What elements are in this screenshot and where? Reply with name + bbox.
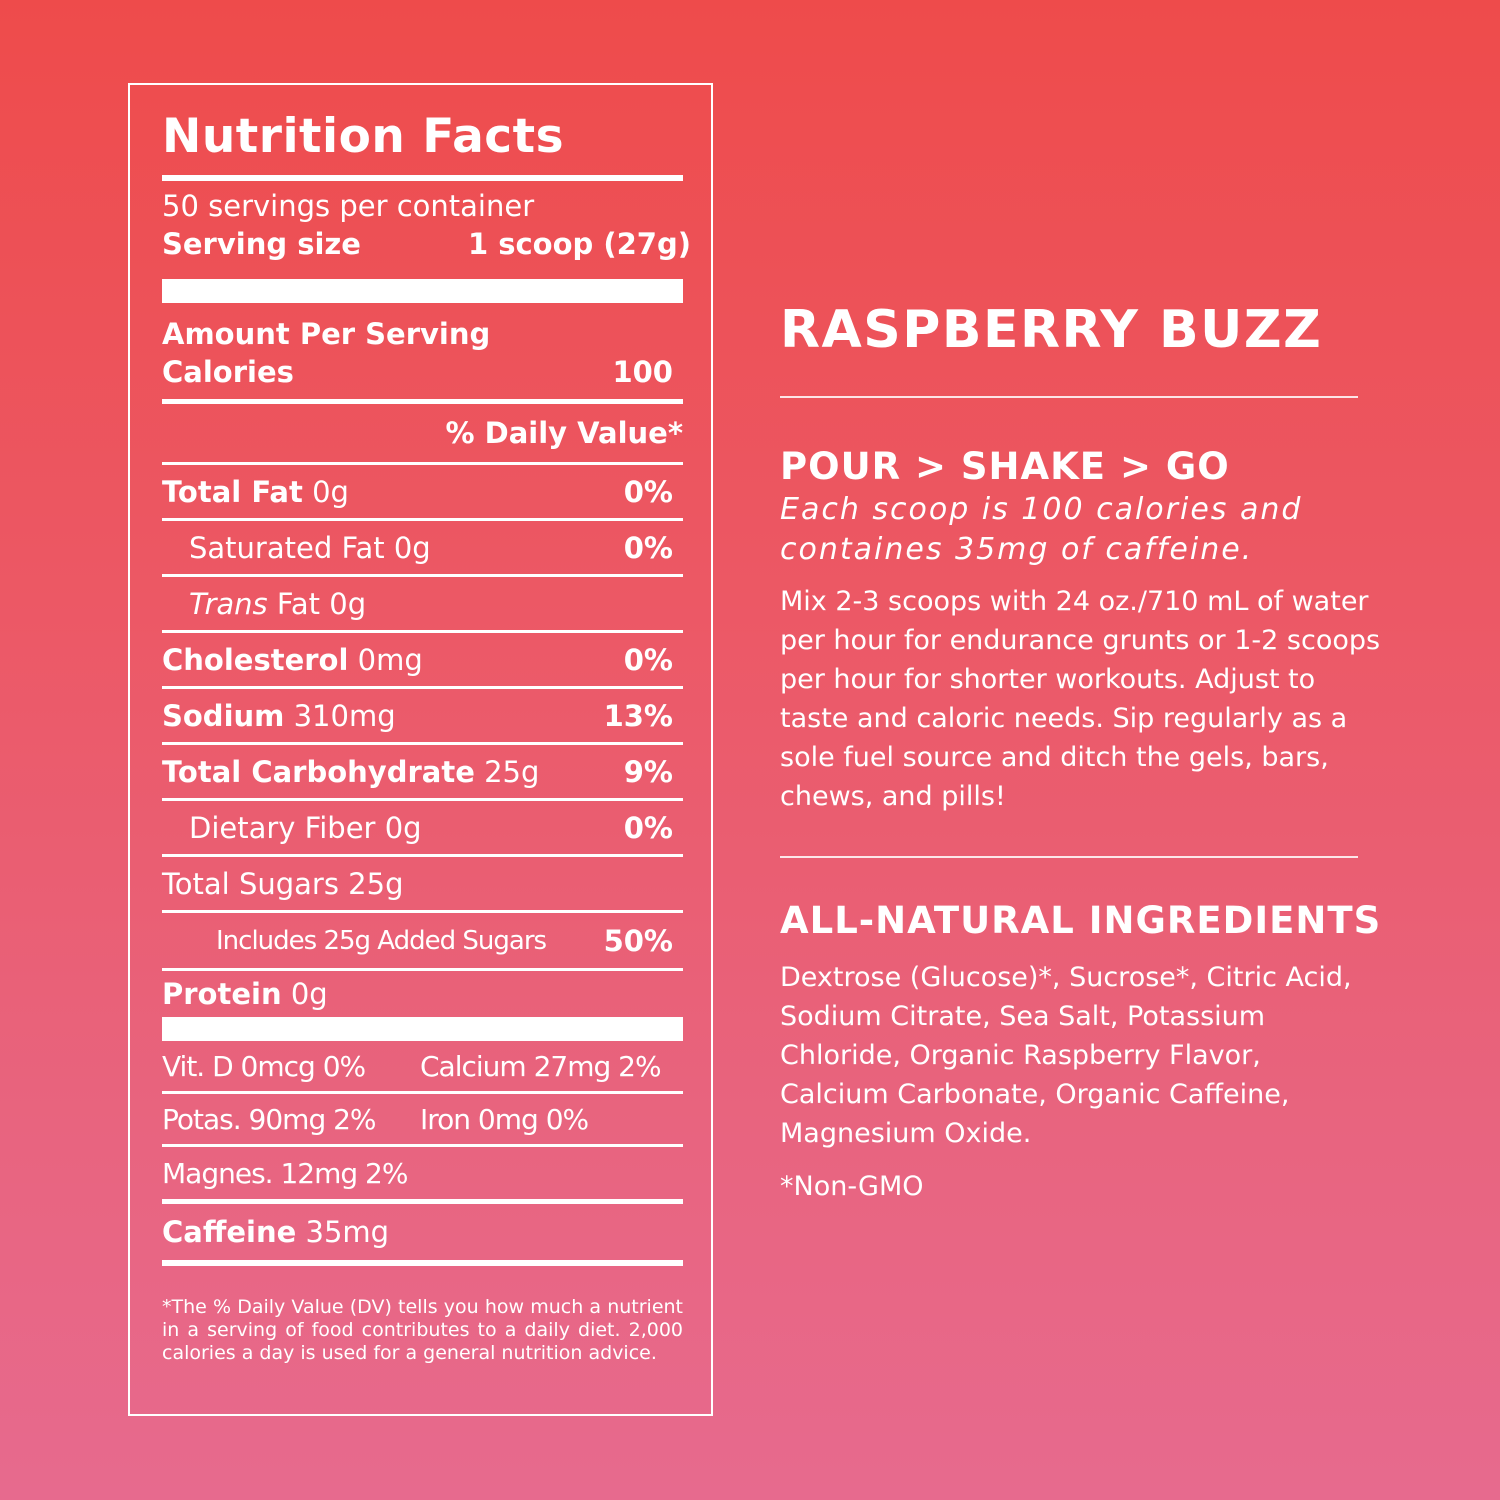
nutrition-facts-content: Nutrition Facts 50 servings per containe…	[162, 105, 691, 1365]
nutrient-amount: Saturated Fat 0g	[189, 530, 431, 565]
nutrient-name: Total Fat	[162, 474, 303, 509]
vitamin-row-1: Vit. D 0mcg 0% Calcium 27mg 2%	[162, 1041, 683, 1094]
vitamin-row-2: Potas. 90mg 2% Iron 0mg 0%	[162, 1094, 683, 1147]
thick-rule	[162, 279, 683, 303]
nutrition-facts-title: Nutrition Facts	[162, 109, 565, 164]
nutrient-row-total-sugars: Total Sugars 25g	[162, 857, 683, 913]
nutrient-amount: Dietary Fiber 0g	[189, 810, 422, 845]
nutrient-amount: 310mg	[284, 698, 396, 733]
servings-text: 50 servings per container	[162, 189, 535, 223]
non-gmo-note: *Non-GMO	[780, 1171, 924, 1202]
directions-tagline: Each scoop is 100 calories and containes…	[780, 492, 1303, 567]
nutrient-dv: 0%	[623, 810, 673, 845]
nutrient-row-sodium: Sodium 310mg 13%	[162, 689, 683, 745]
vitamin-row-3: Magnes. 12mg 2%	[162, 1147, 683, 1204]
daily-value-header: % Daily Value*	[162, 404, 683, 465]
calories-row: Calories 100	[162, 353, 683, 389]
serving-size-label: Serving size	[162, 227, 361, 261]
caffeine-value: 35mg	[296, 1215, 390, 1249]
amount-per-serving-label: Amount Per Serving	[162, 317, 491, 351]
ingredients-heading: ALL-NATURAL INGREDIENTS	[780, 899, 1382, 942]
nutrient-name: Protein	[162, 977, 282, 1011]
amount-per-serving: Amount Per Serving	[162, 315, 683, 353]
nutrient-row-trans-fat: Trans Fat 0g	[162, 577, 683, 633]
nutrient-amount: 25g	[474, 754, 540, 789]
serving-size-value: 1 scoop (27g)	[467, 227, 691, 261]
directions-body: Mix 2-3 scoops with 24 oz./710 mL of wat…	[780, 586, 1381, 812]
ingredients-body: Dextrose (Glucose)*, Sucrose*, Citric Ac…	[780, 962, 1352, 1149]
nutrient-name: Sodium	[162, 698, 285, 733]
nutrient-row-added-sugars: Includes 25g Added Sugars 50%	[162, 913, 683, 971]
nutrient-row-saturated-fat: Saturated Fat 0g 0%	[162, 521, 683, 577]
nutrient-amount: Includes 25g Added Sugars	[216, 925, 547, 956]
iron: Iron 0mg 0%	[420, 1102, 589, 1136]
product-name: RASPBERRY BUZZ	[780, 300, 1323, 360]
nutrient-amount: 0mg	[348, 642, 423, 677]
caffeine-label: Caffeine	[162, 1215, 297, 1249]
nutrient-amount: 0g	[302, 474, 349, 509]
nutrient-row-cholesterol: Cholesterol 0mg 0%	[162, 633, 683, 689]
vitamin-d: Vit. D 0mcg 0%	[162, 1049, 366, 1083]
nutrient-dv: 50%	[603, 923, 673, 958]
nutrient-row-protein: Protein 0g	[162, 971, 683, 1017]
divider	[780, 856, 1358, 858]
nutrient-amount: Fat 0g	[267, 586, 367, 621]
directions-heading: POUR > SHAKE > GO	[780, 445, 1230, 488]
nutrient-row-total-carbohydrate: Total Carbohydrate 25g 9%	[162, 745, 683, 801]
nutrient-name: Trans	[189, 586, 268, 621]
nutrient-dv: 9%	[623, 754, 673, 789]
magnesium: Magnes. 12mg 2%	[162, 1156, 408, 1190]
product-info: RASPBERRY BUZZ POUR > SHAKE > GO Each sc…	[780, 290, 1400, 1206]
potassium: Potas. 90mg 2%	[162, 1102, 377, 1136]
nutrient-row-dietary-fiber: Dietary Fiber 0g 0%	[162, 801, 683, 857]
nutrient-dv: 13%	[603, 698, 673, 733]
nutrition-facts-panel: Nutrition Facts 50 servings per containe…	[128, 83, 713, 1416]
nutrient-name: Cholesterol	[162, 642, 349, 677]
caffeine-row: Caffeine 35mg	[162, 1204, 683, 1266]
calories-value: 100	[612, 355, 673, 389]
nutrient-name: Total Carbohydrate	[162, 754, 475, 789]
servings-per-container: 50 servings per container	[162, 187, 683, 225]
nutrient-row-total-fat: Total Fat 0g 0%	[162, 465, 683, 521]
calcium: Calcium 27mg 2%	[420, 1049, 662, 1083]
serving-size-row: Serving size 1 scoop (27g)	[162, 225, 691, 263]
calories-label: Calories	[162, 355, 294, 389]
thick-rule	[162, 1017, 683, 1041]
title-rule	[162, 175, 683, 181]
divider	[780, 396, 1358, 398]
calories-rule	[162, 399, 683, 404]
nutrient-dv: 0%	[623, 530, 673, 565]
nutrient-amount: Total Sugars 25g	[162, 866, 404, 901]
nutrient-dv: 0%	[623, 642, 673, 677]
nutrient-dv: 0%	[623, 474, 673, 509]
nutrient-amount: 0g	[281, 977, 328, 1011]
daily-value-footnote: *The % Daily Value (DV) tells you how mu…	[162, 1296, 683, 1364]
